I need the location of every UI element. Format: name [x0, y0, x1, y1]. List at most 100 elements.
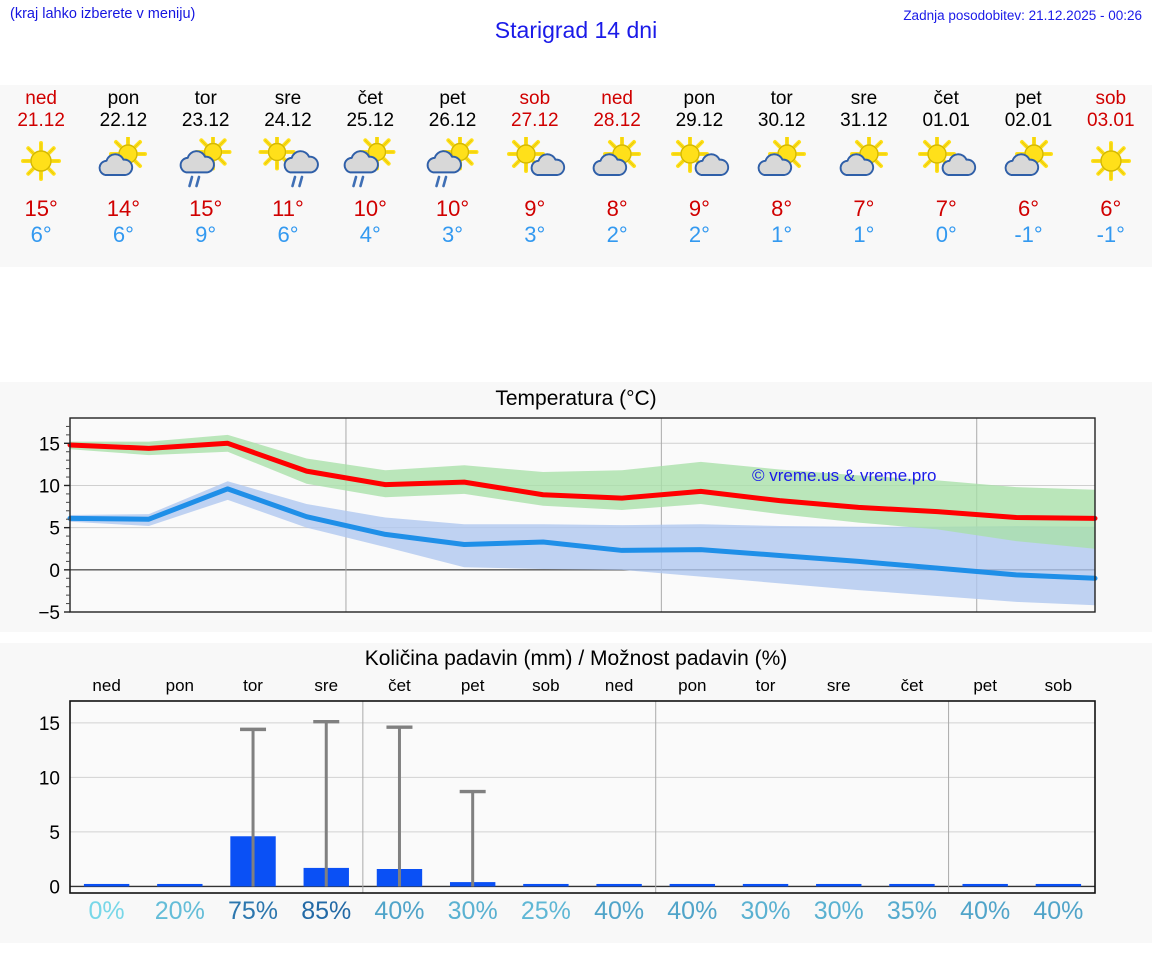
day-date: 01.01 — [922, 110, 970, 131]
precip-probability-label: 0% — [88, 897, 125, 925]
precip-day-label: pon — [678, 676, 707, 695]
weather-icon-wrapper — [422, 137, 484, 189]
temp-plot-frame — [69, 417, 1096, 613]
partly-cloudy-icon — [839, 137, 888, 176]
temp-y-tick-label: 5 — [49, 519, 60, 540]
cloudy-rain-r-icon — [258, 137, 319, 188]
day-date: 24.12 — [264, 110, 312, 131]
forecast-day-column[interactable]: ned 21.12 15° 6° — [0, 85, 82, 267]
precip-probability-label: 25% — [520, 897, 571, 925]
forecast-day-column[interactable]: tor 30.12 8° 1° — [741, 85, 823, 267]
day-of-week: tor — [194, 88, 217, 109]
precip-bar[interactable] — [523, 883, 569, 887]
sunny-icon — [1090, 141, 1131, 181]
weather-icon-wrapper — [915, 137, 977, 189]
temp-series-line — [67, 486, 1098, 581]
precip-day-label: pet — [973, 676, 997, 695]
precip-y-tick-label: 0 — [49, 877, 60, 898]
temperature-panel: Temperatura (°C) −5 0 5 10 15 — [0, 382, 1152, 632]
precip-day-label: sob — [1044, 676, 1073, 695]
min-temperature: 3° — [442, 222, 464, 247]
forecast-day-column[interactable]: pet 02.01 6° -1° — [987, 85, 1069, 267]
precip-bar[interactable] — [816, 883, 862, 887]
min-temperature: 6° — [112, 222, 134, 247]
precip-bar[interactable] — [742, 883, 789, 887]
forecast-day-strip: ned 21.12 15° 6° pon 22.12 14° 6° tor 23.12 15° 9° s… — [0, 85, 1152, 267]
day-of-week: ned — [601, 88, 633, 109]
min-temperature: 6° — [277, 222, 299, 247]
weather-icon-wrapper — [10, 137, 72, 189]
forecast-day-column[interactable]: sob 27.12 9° 3° — [494, 85, 576, 267]
partly-cloudy-icon — [592, 137, 642, 176]
forecast-day-column[interactable]: ned 28.12 8° 2° — [576, 85, 658, 267]
cloudy-rain-icon — [179, 137, 232, 188]
precip-probability-label: 75% — [228, 897, 279, 925]
min-temperature: -1° — [1014, 222, 1043, 247]
partly-cloudy-r-icon — [506, 137, 565, 176]
weather-icon-wrapper — [586, 137, 648, 189]
day-date: 29.12 — [675, 110, 724, 131]
forecast-day-column[interactable]: pet 26.12 10° 3° — [411, 85, 493, 267]
partly-cloudy-r-icon — [918, 137, 977, 176]
forecast-day-column[interactable]: čet 25.12 10° 4° — [329, 85, 411, 267]
day-of-week: pet — [439, 88, 466, 109]
temperature-chart: −5 0 5 10 15 — [38, 417, 1098, 624]
precip-day-label: sre — [314, 676, 339, 695]
day-of-week: pon — [107, 88, 140, 109]
partly-cloudy-icon — [99, 137, 148, 176]
page-header: (kraj lahko izberete v meniju) Starigrad… — [0, 0, 1152, 85]
day-of-week: sob — [519, 88, 551, 109]
temp-y-tick-label: 15 — [39, 434, 60, 455]
max-temperature: 10° — [353, 196, 387, 221]
precip-bar[interactable] — [1035, 883, 1082, 887]
partly-cloudy-icon — [1004, 137, 1053, 176]
precip-probability-label: 40% — [1033, 897, 1084, 925]
spacer-band — [0, 267, 1152, 382]
cloudy-rain-icon — [343, 137, 396, 188]
precip-day-label: ned — [604, 676, 634, 695]
min-temperature: 6° — [30, 222, 52, 247]
precip-day-label: sre — [826, 676, 851, 695]
precip-day-label: tor — [243, 676, 263, 695]
forecast-day-column[interactable]: čet 01.01 7° 0° — [905, 85, 987, 267]
precip-probability-label: 40% — [374, 897, 425, 925]
precip-probability-label: 40% — [594, 897, 645, 925]
min-temperature: 4° — [359, 222, 381, 247]
day-of-week: sre — [274, 88, 302, 109]
forecast-day-column[interactable]: tor 23.12 15° 9° — [165, 85, 247, 267]
forecast-day-column[interactable]: pon 22.12 14° 6° — [82, 85, 164, 267]
precip-probability-label: 40% — [667, 897, 718, 925]
precip-day-label: čet — [388, 676, 411, 695]
sunny-icon — [21, 141, 62, 181]
max-temperature: 8° — [606, 196, 628, 221]
forecast-day-column[interactable]: sob 03.01 6° -1° — [1070, 85, 1152, 267]
precip-bar[interactable] — [669, 883, 716, 887]
weather-icon-wrapper — [833, 137, 895, 189]
temp-y-tick-label: −5 — [38, 603, 60, 624]
precip-probability-label: 30% — [813, 897, 864, 925]
weather-icon-wrapper — [1080, 137, 1142, 189]
precipitation-panel: Količina padavin (mm) / Možnost padavin … — [0, 643, 1152, 943]
min-temperature: 2° — [606, 222, 628, 247]
weather-icon-wrapper — [998, 137, 1060, 189]
temp-y-tick-label: 10 — [39, 476, 60, 497]
temperature-chart-title: Temperatura (°C) — [495, 387, 657, 410]
precip-y-tick-label: 10 — [39, 768, 60, 789]
precip-bar[interactable] — [889, 883, 935, 887]
precip-bar[interactable] — [83, 883, 130, 887]
forecast-day-column[interactable]: pon 29.12 9° 2° — [658, 85, 740, 267]
precip-bar[interactable] — [596, 883, 642, 887]
precip-bar[interactable] — [962, 883, 1008, 887]
forecast-day-column[interactable]: sre 31.12 7° 1° — [823, 85, 905, 267]
forecast-day-column[interactable]: sre 24.12 11° 6° — [247, 85, 329, 267]
max-temperature: 10° — [435, 196, 470, 221]
precip-day-label: sob — [532, 676, 560, 695]
min-temperature: -1° — [1096, 222, 1125, 247]
precip-probability-label: 40% — [960, 897, 1011, 925]
max-temperature: 7° — [935, 196, 957, 221]
day-of-week: sre — [850, 88, 878, 109]
day-of-week: sob — [1095, 88, 1127, 109]
cloudy-rain-icon — [426, 137, 479, 188]
max-temperature: 7° — [853, 196, 875, 221]
precip-bar[interactable] — [157, 883, 203, 887]
